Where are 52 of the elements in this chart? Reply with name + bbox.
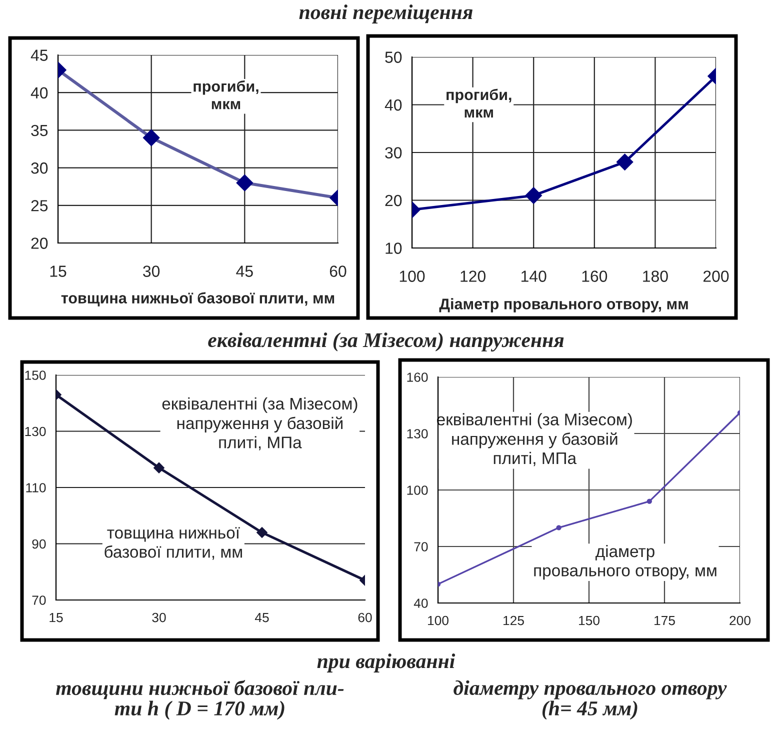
x-tick-label: 30: [152, 612, 166, 622]
y-tick-label: 50: [385, 52, 402, 63]
text: товщини нижньої базової пли- ти h ( D = 170 мм): [56, 680, 344, 720]
x-tick-label: 175: [654, 616, 675, 626]
x-tick-label: 160: [582, 270, 608, 282]
x-axis-title: діаметр провального отвору, мм: [534, 544, 716, 580]
y-tick-label: 35: [31, 124, 48, 136]
y-tick-label: 130: [407, 429, 428, 438]
x-axis-title: товщина нижньої базової плити, мм: [104, 527, 242, 560]
x-tick-label: 140: [521, 270, 546, 282]
x-tick-label: 45: [236, 266, 253, 277]
y-axis-title: прогиби, мкм: [194, 80, 258, 110]
text: діаметру провального отвору (h= 45 мм): [454, 680, 727, 720]
y-tick-label: 25: [31, 200, 48, 212]
y-tick-label: 20: [31, 238, 48, 249]
y-tick-label: 40: [384, 99, 402, 111]
x-tick-label: 200: [703, 270, 729, 282]
point: [556, 525, 562, 530]
x-tick-label: 60: [330, 266, 346, 277]
y-tick-label: 20: [385, 194, 402, 206]
y-tick-label: 90: [32, 539, 46, 549]
y-tick-label: 10: [386, 242, 402, 254]
y-tick-label: 160: [407, 372, 428, 382]
x-tick-label: 45: [254, 612, 269, 622]
y-tick-label: 110: [26, 483, 46, 492]
y-tick-label: 70: [414, 542, 428, 552]
x-tick-label: 125: [504, 616, 524, 626]
y-tick-label: 30: [31, 162, 48, 174]
y-tick-label: 100: [407, 486, 428, 495]
y-axis-title: еквівалентні (за Мізесом) напруження у базовій плиті, МПа: [162, 397, 358, 450]
y-tick-label: 150: [25, 370, 46, 380]
y-tick-label: 40: [414, 598, 428, 608]
x-axis-title: Діаметр провального отвору, мм: [439, 298, 688, 312]
text: при варіюванні: [317, 654, 456, 672]
text: повні переміщення: [299, 4, 472, 24]
x-tick-label: 150: [579, 616, 600, 626]
x-tick-label: 15: [50, 266, 66, 277]
y-axis-title: прогиби, мкм: [446, 88, 512, 118]
y-tick-label: 40: [30, 87, 48, 99]
y-tick-label: 70: [32, 596, 46, 605]
x-tick-label: 200: [730, 616, 750, 626]
y-tick-label: 130: [25, 426, 46, 436]
x-axis-title: товщина нижньої базової плити, мм: [61, 292, 334, 306]
y-tick-label: 45: [30, 50, 48, 61]
chart-title: еквівалентні (за Мізесом) напруження: [208, 332, 564, 352]
x-tick-label: 100: [428, 616, 448, 626]
x-tick-label: 30: [143, 266, 160, 277]
x-tick-label: 15: [50, 612, 63, 622]
y-tick-label: 30: [385, 147, 402, 158]
x-tick-label: 60: [358, 612, 372, 622]
x-tick-label: 120: [460, 270, 486, 282]
x-tick-label: 180: [643, 270, 668, 282]
